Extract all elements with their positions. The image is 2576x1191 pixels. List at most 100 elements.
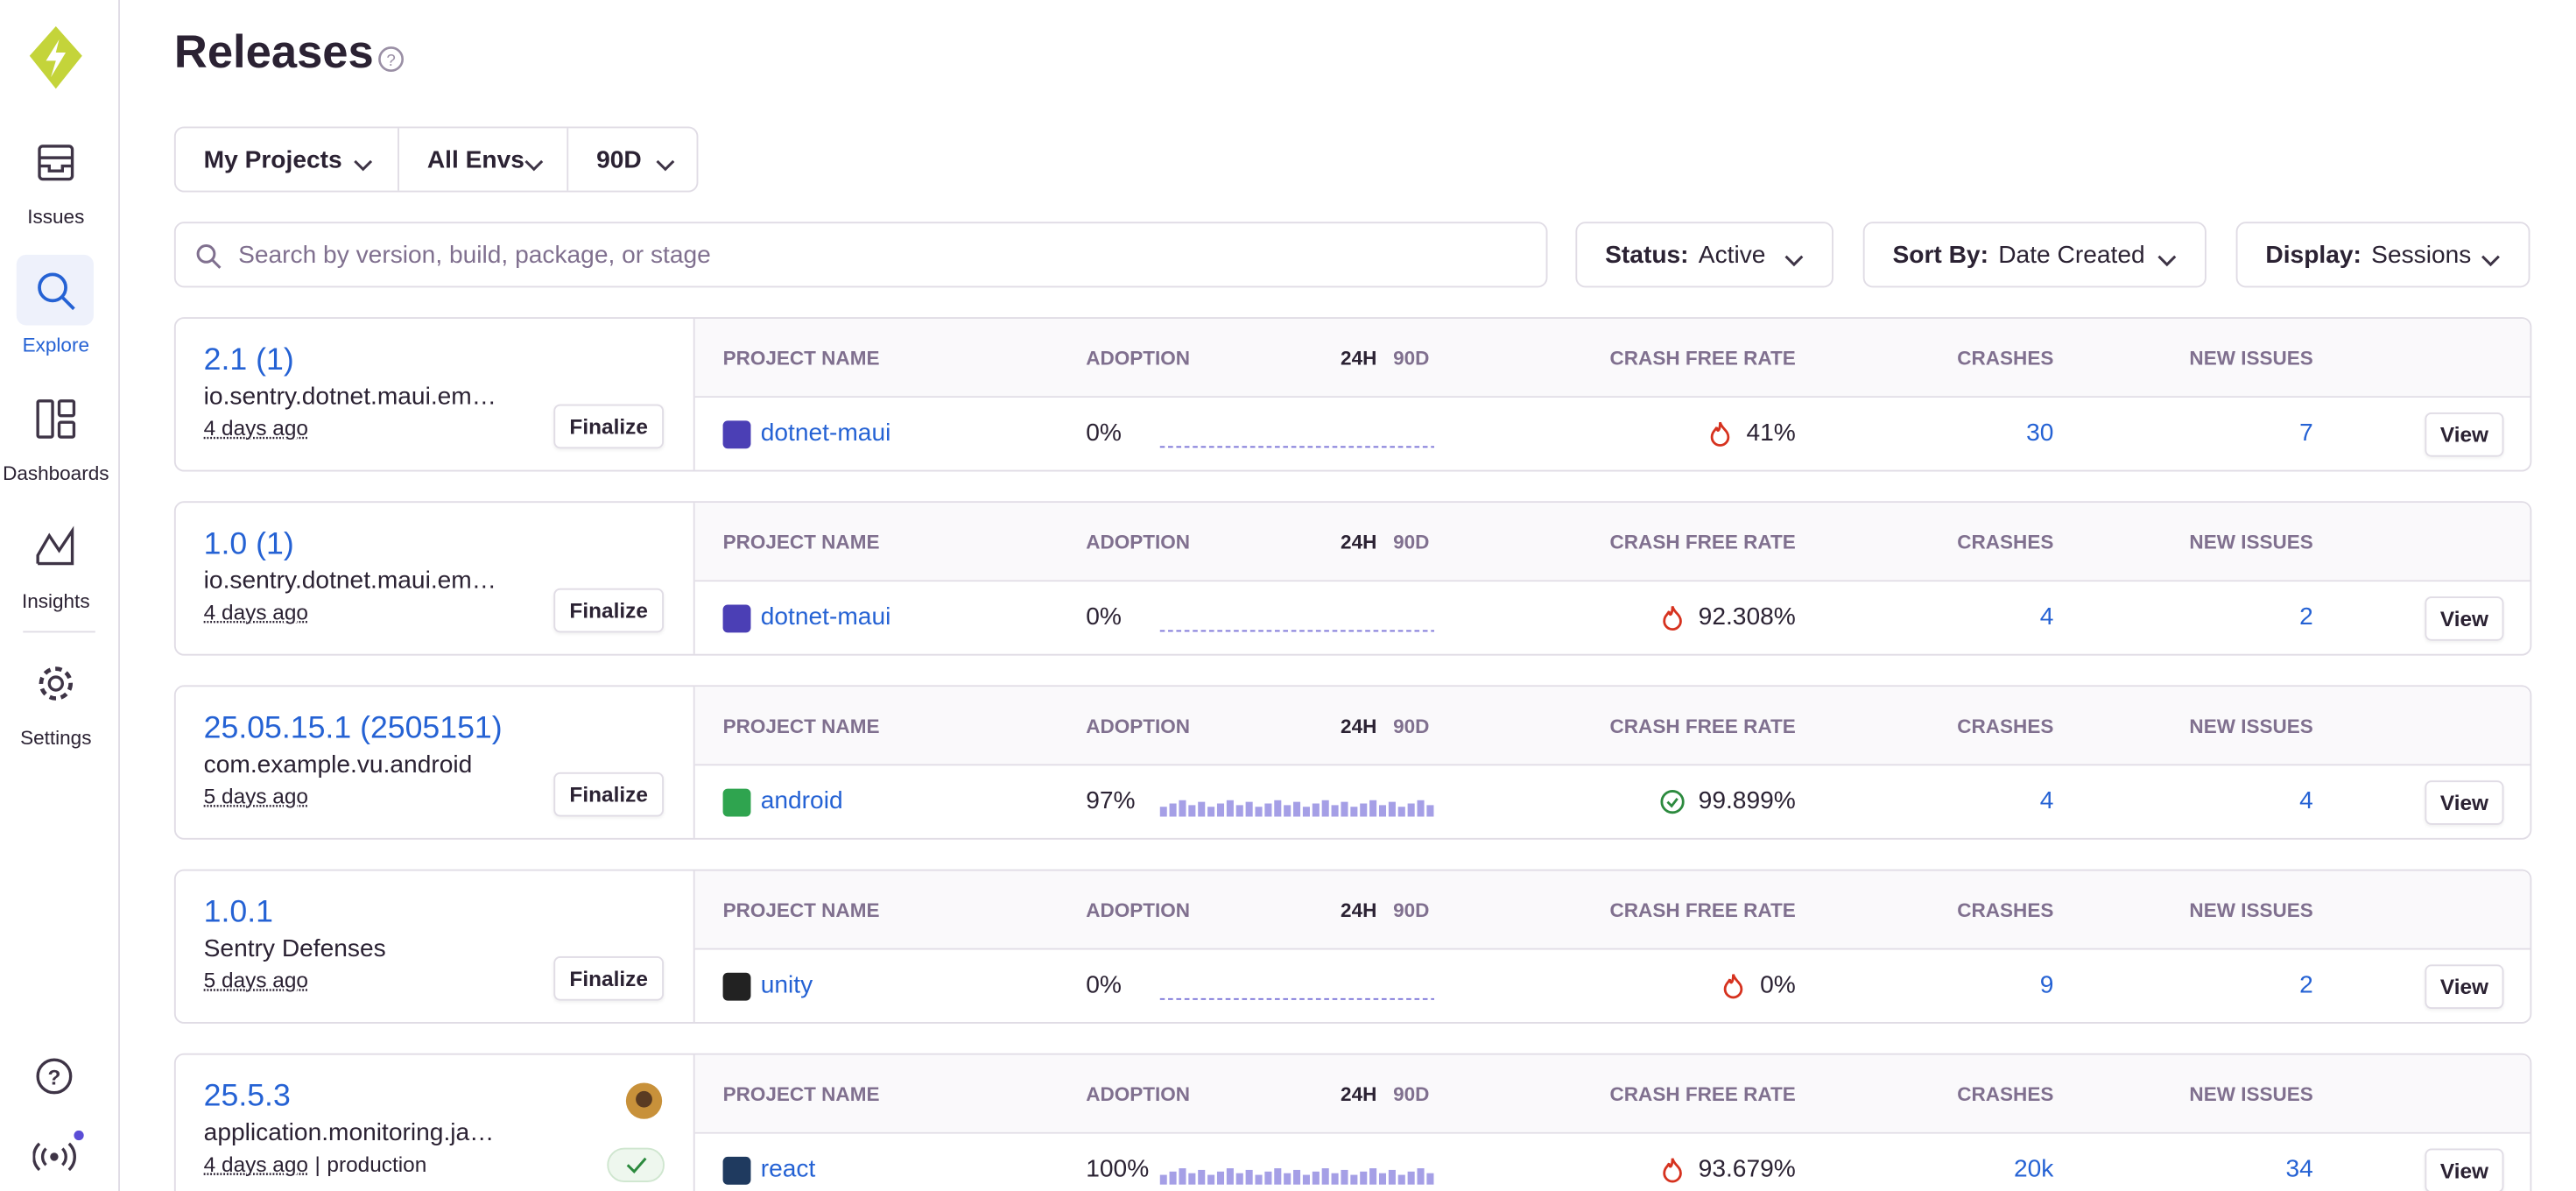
dropdown-label: Display:	[2265, 242, 2361, 270]
column-header[interactable]: 90D	[1393, 715, 1429, 737]
column-header: CRASH FREE RATE	[1610, 531, 1796, 553]
project-name[interactable]: unity	[761, 971, 813, 999]
column-header: CRASHES	[1957, 899, 2053, 921]
column-header: PROJECT NAME	[723, 1082, 880, 1105]
crashes[interactable]: 4	[2040, 787, 2054, 815]
nav-item[interactable]: Explore	[0, 334, 112, 356]
column-header: PROJECT NAME	[723, 347, 880, 370]
dropdown-label: Status:	[1605, 242, 1688, 270]
chevron	[2156, 248, 2178, 278]
crashes[interactable]: 9	[2040, 971, 2054, 999]
view-button[interactable]: View	[2425, 596, 2503, 641]
column-header[interactable]: 90D	[1393, 899, 1429, 921]
release-age: 4 days ago	[204, 1152, 308, 1176]
finalize-button[interactable]: Finalize	[553, 405, 664, 449]
separator: |	[315, 1152, 320, 1176]
new-issues[interactable]: 34	[2286, 1155, 2313, 1183]
release-age: 4 days ago	[204, 416, 308, 440]
health-icon	[1659, 1156, 1686, 1182]
release-package: io.sentry.dotnet.maui.em…	[204, 567, 496, 595]
crash-free-value: 99.899%	[1699, 787, 1796, 815]
column-header[interactable]: 24H	[1341, 715, 1376, 737]
nav-item[interactable]: Settings	[0, 726, 112, 749]
nav-item[interactable]: Dashboards	[0, 462, 112, 484]
crash-free-rate: 0%	[1721, 971, 1796, 999]
project-name[interactable]: dotnet-maui	[761, 603, 891, 631]
dropdown[interactable]: Display:Sessions	[2236, 222, 2530, 287]
project-icon	[723, 789, 751, 817]
dropdown[interactable]: Sort By:Date Created	[1863, 222, 2206, 287]
project-icon	[723, 420, 751, 448]
crashes[interactable]: 4	[2040, 603, 2054, 631]
column-header: NEW ISSUES	[2189, 899, 2312, 921]
column-header: NEW ISSUES	[2189, 1082, 2312, 1105]
column-header[interactable]: 24H	[1341, 1082, 1376, 1105]
finalize-button[interactable]: Finalize	[553, 772, 664, 817]
sparkline	[1160, 427, 1436, 457]
new-issues[interactable]: 2	[2299, 603, 2313, 631]
release-package: com.example.vu.android	[204, 751, 473, 779]
column-header: ADOPTION	[1086, 899, 1190, 921]
health-icon	[1659, 788, 1686, 814]
column-header[interactable]: 24H	[1341, 899, 1376, 921]
view-button[interactable]: View	[2425, 780, 2503, 825]
finalize-button[interactable]: Finalize	[553, 956, 664, 1001]
sparkline	[1160, 979, 1436, 1009]
release-version[interactable]: 25.5.3	[204, 1080, 291, 1116]
dropdown-text: Status: Active	[1605, 242, 1765, 270]
view-button[interactable]: View	[2425, 1149, 2503, 1191]
release-card: 1.0 (1)io.sentry.dotnet.maui.em…4 days a…	[174, 501, 2531, 655]
column-header: CRASH FREE RATE	[1610, 715, 1796, 737]
project-icon	[723, 1157, 751, 1185]
view-button[interactable]: View	[2425, 964, 2503, 1009]
project-name[interactable]: android	[761, 787, 843, 815]
crashes[interactable]: 30	[2026, 419, 2053, 447]
new-issues[interactable]: 7	[2299, 419, 2313, 447]
dropdown[interactable]: Status: Active	[1575, 222, 1833, 287]
finalize-button[interactable]: Finalize	[553, 588, 664, 633]
nav-item[interactable]: Insights	[0, 590, 112, 613]
dropdown-value: Active	[1699, 242, 1766, 270]
crash-free-value: 93.679%	[1699, 1155, 1796, 1183]
release-version[interactable]: 1.0 (1)	[204, 527, 294, 563]
column-header: ADOPTION	[1086, 1082, 1190, 1105]
dropdown-text: Display:Sessions	[2265, 242, 2471, 270]
release-age: 5 days ago	[204, 784, 308, 808]
chevron	[1783, 248, 1805, 278]
chevron	[2479, 248, 2502, 278]
crash-free-value: 0%	[1760, 971, 1796, 999]
column-header[interactable]: 90D	[1393, 347, 1429, 370]
view-button[interactable]: View	[2425, 412, 2503, 457]
crash-free-rate: 41%	[1707, 419, 1795, 447]
crashes[interactable]: 20k	[2014, 1155, 2053, 1183]
project-name[interactable]: react	[761, 1155, 816, 1183]
health-icon	[1659, 604, 1686, 631]
new-issues[interactable]: 2	[2299, 971, 2313, 999]
release-version[interactable]: 2.1 (1)	[204, 343, 294, 379]
nav-item[interactable]: Issues	[0, 206, 112, 229]
release-meta: 5 days ago	[204, 784, 308, 808]
release-card: 2.1 (1) io.sentry.dotnet.maui.em… 4 days a…	[174, 317, 2531, 471]
column-header[interactable]: 90D	[1393, 1082, 1429, 1105]
new-issues[interactable]: 4	[2299, 787, 2313, 815]
release-package: application.monitoring.ja…	[204, 1119, 495, 1147]
release-version[interactable]: 1.0.1	[204, 896, 273, 932]
release-package: io.sentry.dotnet.maui.em…	[204, 383, 496, 411]
sparkline	[1160, 611, 1436, 641]
finalized-check	[606, 1147, 665, 1191]
release-package: Sentry Defenses	[204, 935, 386, 963]
release-meta: 4 days ago	[204, 416, 308, 440]
release-version[interactable]: 25.05.15.1 (2505151)	[204, 711, 503, 747]
column-header: CRASH FREE RATE	[1610, 1082, 1796, 1105]
release-age: 5 days ago	[204, 968, 308, 992]
column-header: ADOPTION	[1086, 347, 1190, 370]
adoption: 100%	[1086, 1155, 1149, 1183]
project-name[interactable]: dotnet-maui	[761, 419, 891, 447]
column-header[interactable]: 24H	[1341, 347, 1376, 370]
column-header[interactable]: 24H	[1341, 531, 1376, 553]
column-header: NEW ISSUES	[2189, 531, 2312, 553]
nav-icon	[34, 270, 77, 321]
column-header[interactable]: 90D	[1393, 531, 1429, 553]
column-header: CRASHES	[1957, 715, 2053, 737]
